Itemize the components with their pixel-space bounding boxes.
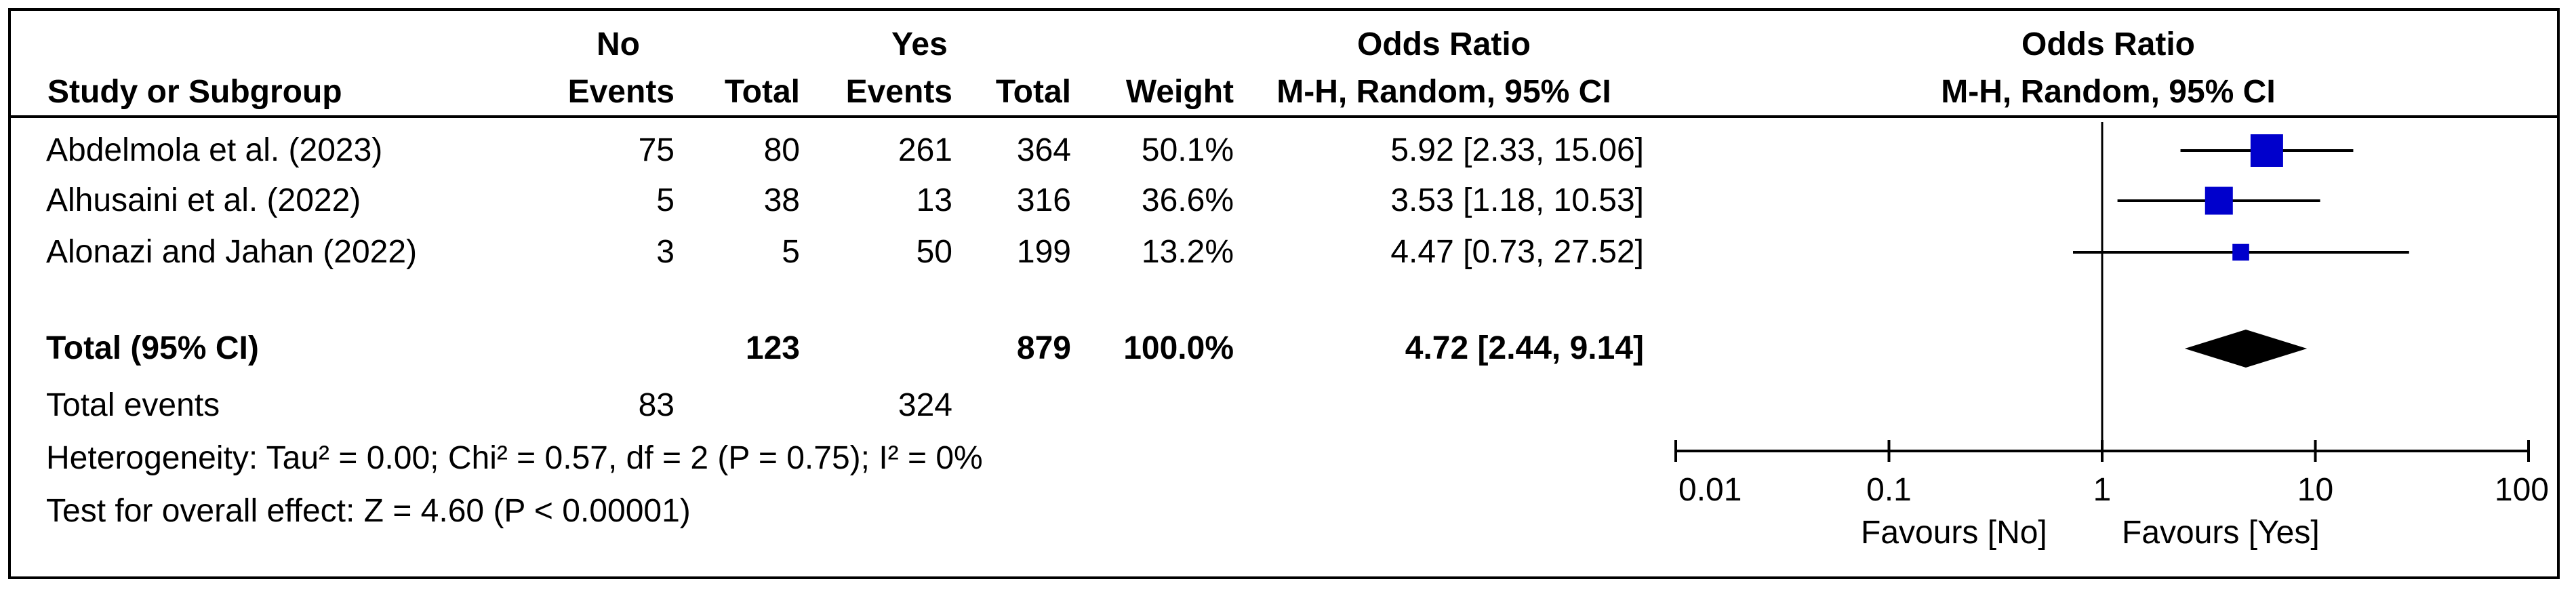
group-no-header: No (597, 26, 640, 62)
yes-events-cell: 50 (916, 234, 952, 270)
favours-right-label: Favours [Yes] (2122, 515, 2320, 551)
no-events-cell: 5 (656, 182, 675, 218)
yes-total-cell: 316 (1016, 182, 1071, 218)
no-events-header: Events (567, 74, 675, 110)
pooled-diamond (2184, 330, 2308, 368)
yes-total-cell: 199 (1016, 234, 1071, 270)
study-name: Abdelmola et al. (2023) (46, 132, 383, 168)
favours-left-label: Favours [No] (1861, 515, 2047, 551)
group-yes-header: Yes (891, 26, 948, 62)
x-tick-label: 0.01 (1678, 472, 1742, 508)
or-ci-cell: 4.47 [0.73, 27.52] (1390, 234, 1644, 270)
plot-frame (8, 8, 2560, 579)
weight-cell: 50.1% (1141, 132, 1234, 168)
study-square (2205, 186, 2233, 215)
total-or-ci: 4.72 [2.44, 9.14] (1405, 330, 1644, 366)
or-ci-cell: 5.92 [2.33, 15.06] (1390, 132, 1644, 168)
overall-effect-text: Test for overall effect: Z = 4.60 (P < 0… (46, 493, 691, 529)
no-total-events: 83 (638, 387, 675, 423)
x-tick-label: 0.1 (1866, 472, 1912, 508)
total-label: Total (95% CI) (46, 330, 259, 366)
study-name: Alonazi and Jahan (2022) (46, 234, 418, 270)
heterogeneity-text: Heterogeneity: Tau² = 0.00; Chi² = 0.57,… (46, 440, 983, 476)
or-method-header: M-H, Random, 95% CI (1276, 74, 1611, 110)
total-events-label: Total events (46, 387, 220, 423)
yes-events-cell: 13 (916, 182, 952, 218)
no-total-header: Total (724, 74, 800, 110)
study-square (2232, 243, 2249, 261)
weight-cell: 13.2% (1141, 234, 1234, 270)
study-column-header: Study or Subgroup (47, 74, 342, 110)
study-square (2250, 134, 2283, 167)
no-total-cell: 38 (763, 182, 800, 218)
weight-header: Weight (1125, 74, 1234, 110)
yes-events-cell: 261 (898, 132, 952, 168)
x-tick-label: 1 (2093, 472, 2112, 508)
no-total-cell: 5 (782, 234, 800, 270)
or-plot-title: Odds Ratio (2021, 26, 2195, 62)
no-total-cell: 80 (763, 132, 800, 168)
x-tick-label: 10 (2297, 472, 2333, 508)
x-tick-label: 100 (2495, 472, 2549, 508)
yes-total-header: Total (995, 74, 1071, 110)
total-weight: 100.0% (1123, 330, 1234, 366)
yes-events-header: Events (845, 74, 952, 110)
yes-total-cell: 364 (1016, 132, 1071, 168)
or-ci-cell: 3.53 [1.18, 10.53] (1390, 182, 1644, 218)
no-events-cell: 75 (638, 132, 675, 168)
weight-cell: 36.6% (1141, 182, 1234, 218)
yes-total-events: 324 (898, 387, 952, 423)
study-name: Alhusaini et al. (2022) (46, 182, 361, 218)
no-events-cell: 3 (656, 234, 675, 270)
or-table-header: Odds Ratio (1356, 26, 1531, 62)
yes-grand-total: 879 (1016, 330, 1071, 366)
no-grand-total: 123 (745, 330, 800, 366)
plot-method-header: M-H, Random, 95% CI (1941, 74, 2276, 110)
